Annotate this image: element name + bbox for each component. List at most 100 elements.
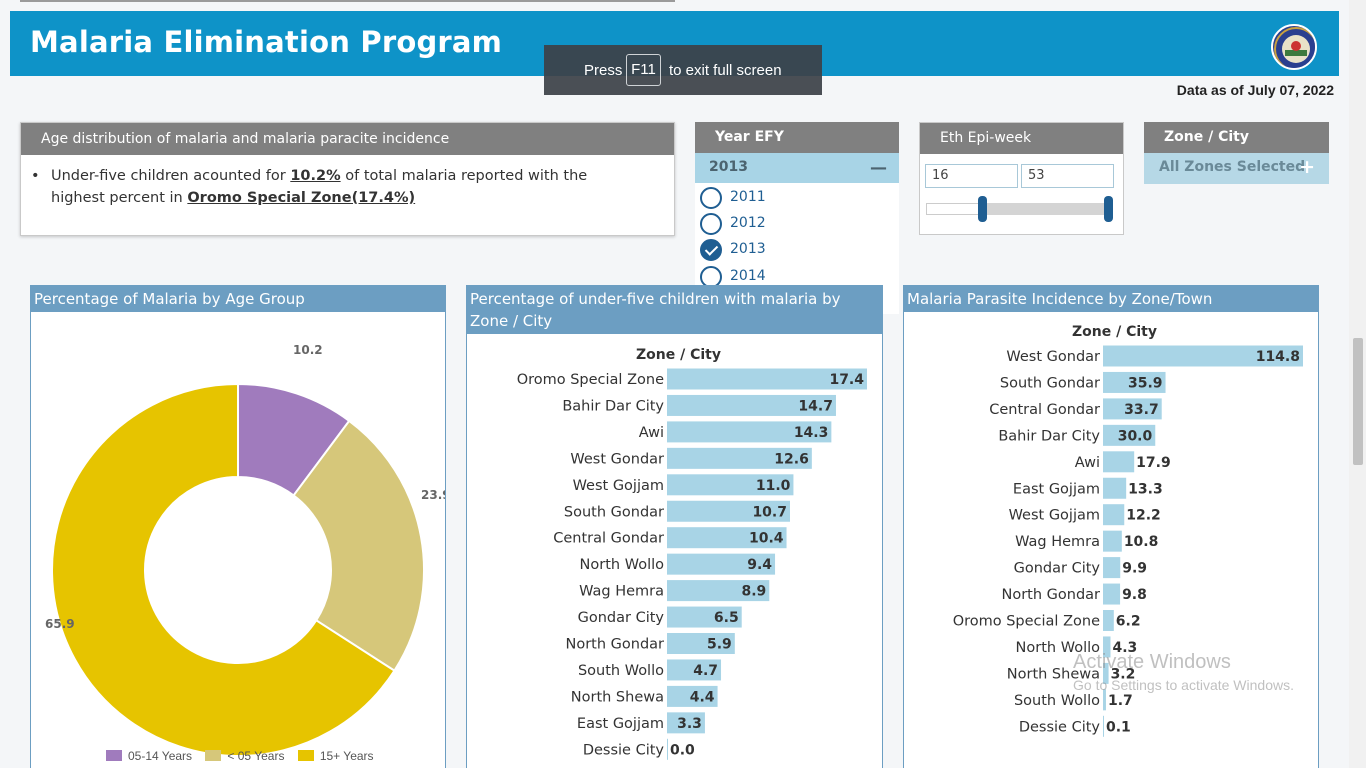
category-label: Bahir Dar City: [562, 398, 664, 414]
bar[interactable]: [1103, 557, 1121, 579]
bar-data-label: 10.8: [1124, 534, 1159, 550]
bar[interactable]: [667, 633, 735, 654]
bar[interactable]: [667, 474, 794, 496]
year-option-2014[interactable]: 2014: [700, 265, 880, 289]
bar[interactable]: [667, 553, 776, 575]
incidence-axis-title: Zone / City: [1072, 324, 1157, 340]
incidence-panel-title: Malaria Parasite Incidence by Zone/Town: [904, 286, 1318, 312]
bar-data-label: 5.9: [707, 637, 732, 653]
vertical-scrollbar[interactable]: [1349, 0, 1366, 768]
bar[interactable]: [667, 738, 668, 760]
category-label: East Gojjam: [1013, 481, 1100, 497]
summary-text-1: Under-five children acounted for: [51, 168, 291, 184]
radio-checked-icon[interactable]: [700, 239, 722, 262]
year-option-2011[interactable]: 2011: [700, 186, 880, 210]
category-label: East Gojjam: [577, 716, 664, 732]
bar[interactable]: [1103, 636, 1111, 658]
donut-data-label: 10.2: [293, 343, 323, 357]
bar[interactable]: [667, 685, 718, 707]
bar[interactable]: [667, 712, 705, 734]
radio-unchecked-icon[interactable]: [700, 213, 722, 236]
bar[interactable]: [667, 447, 812, 469]
bar[interactable]: [1103, 662, 1109, 684]
incidence-bar-chart: West Gondar 114.8 South Gondar 35.9 Central …: [953, 345, 1303, 737]
bar[interactable]: [1103, 451, 1135, 473]
scrollbar-thumb[interactable]: [1353, 338, 1363, 465]
category-label: West Gojjam: [1009, 508, 1100, 524]
bar[interactable]: [667, 606, 742, 628]
data-as-of: Data as of July 07, 2022: [1176, 82, 1334, 98]
collapse-icon[interactable]: —: [870, 158, 887, 178]
activate-windows-title: Activate Windows: [1073, 651, 1231, 673]
year-option-2013[interactable]: 2013: [700, 238, 880, 262]
bar[interactable]: [667, 394, 836, 416]
bar[interactable]: [667, 368, 867, 390]
donut-slice--05-Years[interactable]: [292, 419, 425, 673]
bar-data-label: 9.4: [747, 557, 772, 573]
legend-swatch: [297, 750, 314, 761]
bar-data-label: 11.0: [756, 478, 791, 494]
category-label: Awi: [639, 425, 664, 441]
bar-data-label: 17.9: [1136, 455, 1171, 471]
bar[interactable]: [1103, 477, 1127, 499]
f11-key-badge: F11: [626, 54, 661, 86]
year-selected-value: 2013: [709, 159, 748, 175]
bar[interactable]: [667, 421, 832, 443]
fullscreen-tip-pre: Press: [584, 62, 623, 79]
bar[interactable]: [1103, 530, 1122, 552]
bar[interactable]: [1103, 371, 1166, 393]
bar-data-label: 1.7: [1108, 693, 1133, 709]
category-label: North Wollo: [580, 557, 665, 573]
epi-week-from-input[interactable]: 16: [925, 164, 1018, 188]
summary-text-2: of total malaria reported with the highe…: [51, 168, 588, 206]
epi-week-slider-handle-end[interactable]: [1104, 196, 1113, 222]
zone-slicer-dropdown[interactable]: All Zones Selected +: [1144, 153, 1329, 184]
year-option-2012[interactable]: 2012: [700, 212, 880, 236]
epi-week-to-input[interactable]: 53: [1021, 164, 1114, 188]
age-group-panel: Percentage of Malaria by Age Group 10.2 2…: [30, 285, 446, 768]
bar-data-label: 33.7: [1124, 402, 1159, 418]
category-label: West Gojjam: [573, 478, 664, 494]
bar[interactable]: [667, 500, 790, 522]
bar-data-label: 30.0: [1118, 428, 1153, 444]
legend-item-under-05: < 05 Years: [205, 749, 284, 763]
zone-slicer-title: Zone / City: [1144, 122, 1329, 153]
bar[interactable]: [1103, 689, 1106, 711]
incidence-panel: Malaria Parasite Incidence by Zone/Town …: [903, 285, 1319, 768]
bar[interactable]: [1103, 504, 1125, 526]
bar[interactable]: [1103, 398, 1162, 420]
epi-week-slider-handle-start[interactable]: [977, 196, 987, 222]
donut-slice-15+-Years[interactable]: [51, 382, 396, 757]
bar[interactable]: [1103, 583, 1121, 605]
donut-legend: 05-14 Years < 05 Years 15+ Years: [106, 749, 384, 763]
bar-data-label: 9.8: [1122, 587, 1147, 603]
radio-unchecked-icon[interactable]: [700, 187, 722, 209]
category-label: Gondar City: [1014, 561, 1101, 577]
legend-item-15-plus: 15+ Years: [297, 749, 374, 763]
bar[interactable]: [1103, 345, 1303, 367]
bar[interactable]: [1103, 424, 1156, 446]
year-slicer-selected[interactable]: 2013 —: [695, 153, 899, 183]
bar[interactable]: [667, 659, 722, 681]
bar[interactable]: [1103, 715, 1104, 737]
bar-data-label: 10.7: [752, 504, 787, 520]
bar[interactable]: [667, 527, 787, 549]
bar[interactable]: [667, 580, 770, 602]
top-zone: Oromo Special Zone(17.4%): [187, 190, 416, 206]
legend-swatch: [106, 750, 122, 761]
category-label: Central Gondar: [989, 402, 1100, 418]
legend-label: < 05 Years: [227, 749, 285, 763]
bar-data-label: 0.1: [1106, 719, 1131, 735]
bar-data-label: 6.5: [714, 610, 739, 626]
expand-icon[interactable]: +: [1299, 156, 1315, 178]
bar-data-label: 114.8: [1256, 349, 1300, 365]
bar[interactable]: [1103, 610, 1114, 631]
age-distribution-card: Age distribution of malaria and malaria …: [20, 122, 675, 236]
category-label: Oromo Special Zone: [953, 614, 1100, 630]
under5-bar-chart: Oromo Special Zone 17.4 Bahir Dar City 14.7…: [517, 368, 867, 760]
category-label: Dessie City: [1019, 719, 1101, 735]
activate-windows-subtitle: Go to Settings to activate Windows.: [1073, 677, 1294, 693]
category-label: South Wollo: [1014, 693, 1100, 709]
age-group-donut-chart: 10.2 23.9 65.9: [45, 343, 445, 757]
year-option-label: 2012: [730, 215, 766, 232]
